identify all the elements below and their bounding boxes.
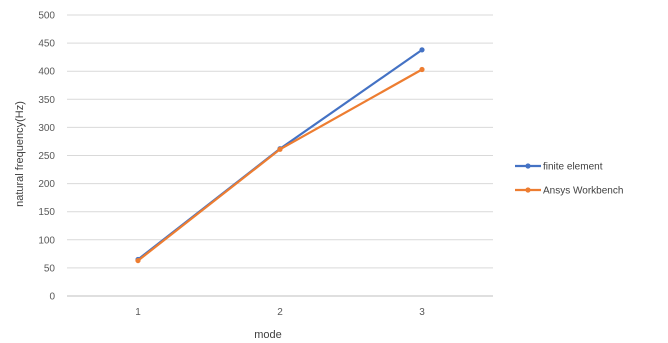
series-line-1 — [136, 68, 424, 262]
x-tick-label: 3 — [419, 307, 425, 318]
gridlines — [67, 14, 493, 297]
y-axis-ticks: 0 50 100 150 200 250 300 350 400 450 500 — [38, 11, 55, 303]
x-tick-label: 1 — [135, 307, 141, 318]
y-tick-label: 0 — [49, 292, 55, 303]
y-tick-label: 350 — [38, 95, 55, 106]
y-tick-label: 450 — [38, 39, 55, 50]
legend-swatch-marker — [525, 163, 531, 169]
x-axis-title: mode — [254, 329, 282, 341]
y-tick-label: 50 — [44, 263, 56, 274]
x-tick-label: 2 — [277, 307, 283, 318]
y-tick-label: 100 — [38, 235, 55, 246]
series-lines — [135, 47, 425, 264]
data-point — [277, 146, 283, 152]
y-tick-label: 150 — [38, 207, 55, 218]
y-axis-title: natural frequency(Hz) — [14, 101, 26, 207]
legend-label: finite element — [543, 162, 603, 173]
x-axis-ticks: 1 2 3 — [135, 307, 425, 318]
data-point — [419, 47, 425, 53]
y-tick-label: 400 — [38, 67, 55, 78]
data-point — [419, 66, 425, 73]
y-tick-label: 300 — [38, 123, 55, 134]
y-tick-label: 500 — [38, 11, 55, 22]
legend-swatch-marker — [525, 187, 531, 193]
data-point — [135, 257, 141, 264]
y-tick-label: 250 — [38, 151, 55, 162]
y-tick-label: 200 — [38, 179, 55, 190]
legend: finite element Ansys Workbench — [515, 162, 623, 197]
legend-label: Ansys Workbench — [543, 186, 623, 197]
